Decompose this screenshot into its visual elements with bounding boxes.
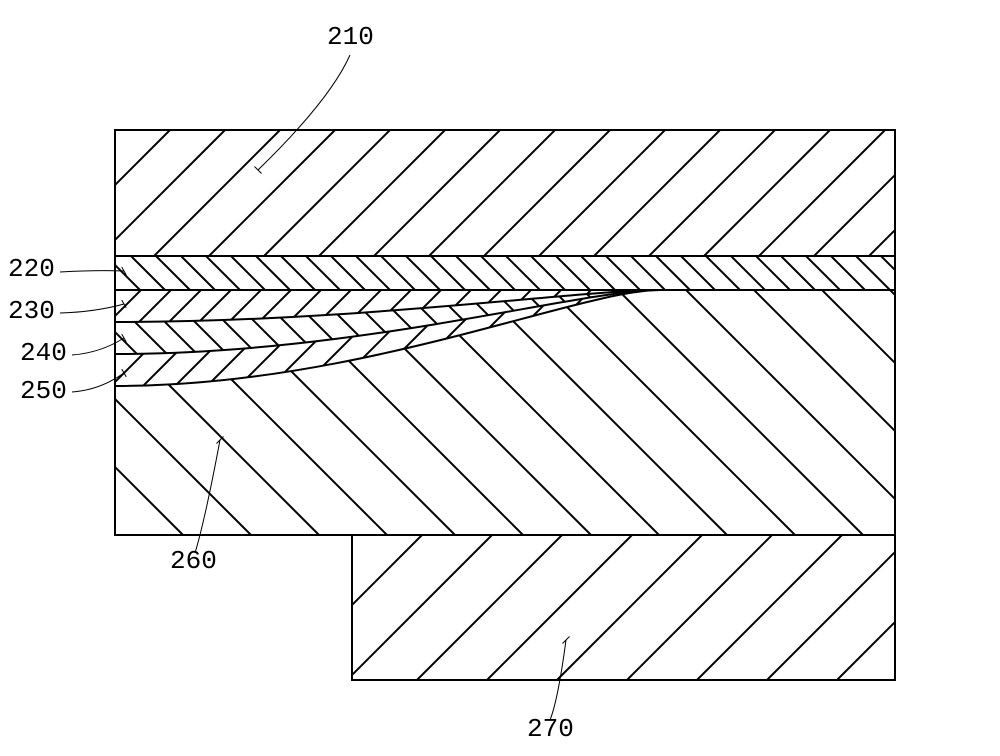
layer-220-hatch — [81, 256, 940, 290]
layer-270-hatch — [207, 535, 1000, 680]
label-260: 260 — [170, 546, 217, 576]
layer-outlines — [115, 130, 895, 680]
layer-230-hatch — [71, 286, 955, 330]
cross-section-diagram: 210 220 230 240 250 260 270 — [0, 0, 1000, 756]
label-220: 220 — [8, 254, 55, 284]
layer-260-hatch — [0, 286, 1000, 535]
label-250: 250 — [20, 376, 67, 406]
label-230: 230 — [8, 296, 55, 326]
label-210: 210 — [327, 22, 374, 52]
label-240: 240 — [20, 338, 67, 368]
leader-lines — [60, 55, 570, 720]
label-270: 270 — [527, 714, 574, 744]
layer-210-hatch — [0, 130, 1000, 256]
